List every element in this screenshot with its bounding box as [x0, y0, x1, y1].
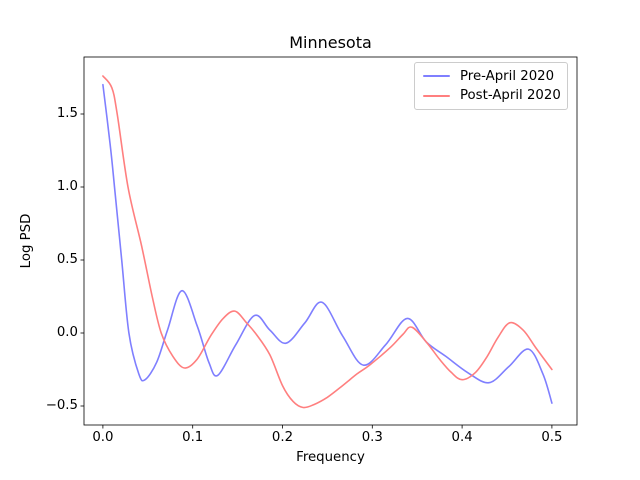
legend-entry-post-april: Post-April 2020 — [423, 88, 561, 104]
x-tick-label: 0.2 — [271, 430, 294, 445]
y-tick-label: 0.0 — [56, 325, 78, 340]
x-axis-label: Frequency — [296, 450, 365, 465]
axes-frame — [83, 56, 578, 426]
x-tick-label: 0.3 — [361, 430, 383, 445]
x-tick-label: 0.5 — [541, 430, 563, 445]
axes-background — [84, 57, 577, 425]
series-line-pre-april — [102, 83, 553, 404]
legend-label-post-april: Post-April 2020 — [460, 88, 561, 104]
legend: Pre-April 2020 Post-April 2020 — [414, 62, 568, 110]
tick-marks — [80, 113, 553, 429]
x-tick-label: 0.4 — [451, 430, 473, 445]
y-axis-label: Log PSD — [19, 213, 34, 269]
chart-title: Minnesota — [289, 33, 372, 52]
y-tick-label: 0.5 — [56, 252, 78, 267]
series-line-post-april — [102, 75, 553, 409]
y-tick-label: 1.0 — [56, 179, 78, 194]
legend-line-swatch-post-april — [423, 94, 450, 97]
y-tick-label: −0.5 — [45, 398, 78, 413]
legend-label-pre-april: Pre-April 2020 — [460, 68, 555, 84]
x-tick-label: 0.0 — [92, 430, 114, 445]
legend-entry-pre-april: Pre-April 2020 — [423, 69, 559, 84]
x-tick-label: 0.1 — [182, 430, 204, 445]
legend-line-swatch-pre-april — [423, 75, 450, 78]
y-tick-label: 1.5 — [56, 106, 78, 121]
series-lines — [102, 75, 553, 409]
